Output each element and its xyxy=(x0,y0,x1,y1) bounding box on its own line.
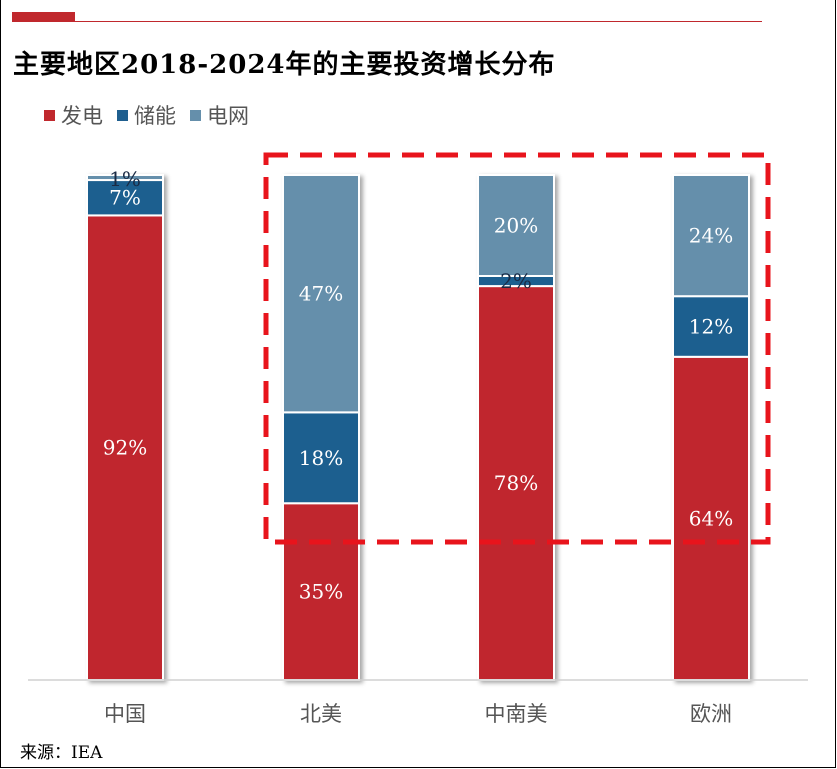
legend-swatch-storage xyxy=(117,109,128,121)
bar-segment-grid-3 xyxy=(672,174,750,298)
source-note: 来源：IEA xyxy=(20,743,103,763)
bar-segment-grid-2 xyxy=(477,174,555,277)
data-label-storage-3: 12% xyxy=(689,315,733,339)
bar-segment-generation-0 xyxy=(86,214,164,681)
bar-segment-generation-3 xyxy=(672,355,750,681)
bar-segment-generation-1 xyxy=(282,502,360,681)
bar-stack-1 xyxy=(282,174,360,681)
top-rule-line xyxy=(12,21,762,22)
data-label-generation-2: 78% xyxy=(494,471,538,495)
chart-title: 主要地区2018-2024年的主要投资增长分布 xyxy=(13,50,556,80)
data-label-storage-2: 2% xyxy=(500,269,532,293)
data-label-storage-0: 7% xyxy=(109,186,141,210)
legend-label-storage: 储能 xyxy=(134,104,176,128)
bar-stack-0 xyxy=(86,174,164,681)
data-label-generation-0: 92% xyxy=(103,436,147,460)
highlight-box xyxy=(263,152,771,545)
x-tick-label-0: 中国 xyxy=(104,702,146,726)
bar-segment-grid-1 xyxy=(282,174,360,414)
legend: 发电 储能 电网 xyxy=(44,100,249,130)
data-label-grid-3: 24% xyxy=(689,224,733,248)
legend-item-generation: 发电 xyxy=(44,100,103,130)
bar-segment-grid-0 xyxy=(86,174,164,182)
data-label-grid-1: 47% xyxy=(299,282,343,306)
legend-item-storage: 储能 xyxy=(117,100,176,130)
data-label-generation-1: 35% xyxy=(299,580,343,604)
x-tick-label-1: 北美 xyxy=(300,702,342,726)
x-tick-label-2: 中南美 xyxy=(485,702,548,726)
bar-stack-2 xyxy=(477,174,555,681)
data-label-storage-1: 18% xyxy=(299,446,343,470)
legend-label-generation: 发电 xyxy=(61,104,103,128)
bar-stack-3 xyxy=(672,174,750,681)
legend-swatch-generation xyxy=(44,109,55,121)
bar-segment-storage-3 xyxy=(672,295,750,358)
top-accent-bar xyxy=(12,12,75,22)
legend-swatch-grid xyxy=(190,109,201,121)
legend-item-grid: 电网 xyxy=(190,100,249,130)
data-label-grid-0: 1% xyxy=(109,167,141,191)
legend-label-grid: 电网 xyxy=(207,104,249,128)
data-label-grid-2: 20% xyxy=(494,214,538,238)
data-label-generation-3: 64% xyxy=(689,506,733,530)
x-tick-label-3: 欧洲 xyxy=(690,702,732,726)
bar-segment-storage-1 xyxy=(282,411,360,505)
